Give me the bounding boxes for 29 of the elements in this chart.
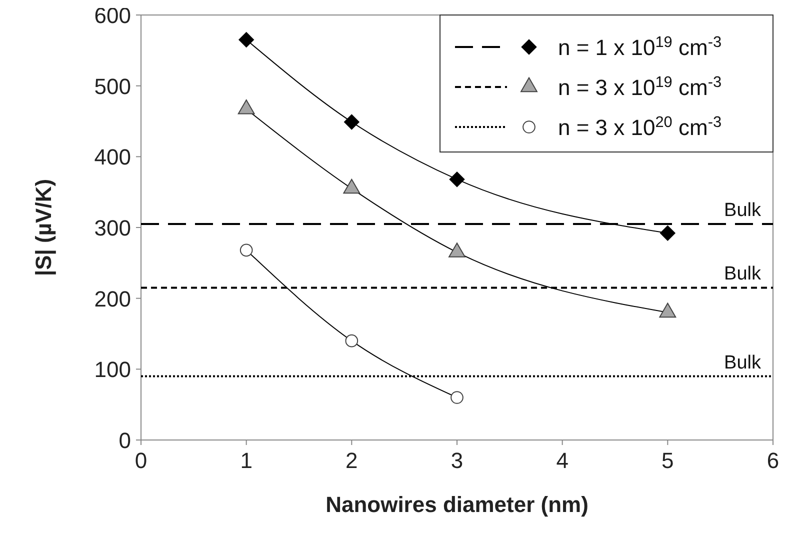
- y-tick-label: 0: [118, 428, 131, 453]
- y-tick-label: 100: [94, 357, 131, 382]
- x-tick-label: 4: [556, 448, 568, 473]
- ref-line-label: Bulk: [724, 200, 762, 221]
- x-tick-label: 5: [662, 448, 674, 473]
- y-tick-label: 400: [94, 144, 131, 170]
- x-tick-label: 0: [134, 448, 148, 473]
- point: [240, 244, 253, 257]
- y-tick-label: 500: [94, 74, 131, 99]
- point: [344, 114, 360, 130]
- legend-label: n = 3 x 10$^{19}$ cm$^{-3}$: [558, 74, 722, 100]
- x-tick-label: 1: [240, 448, 252, 473]
- point: [345, 334, 358, 348]
- y-axis-title: |S| (µV/K): [31, 178, 56, 276]
- legend-label: n = 1 x 10$^{19}$ cm$^{-3}$: [558, 34, 722, 60]
- ref-line-label: Bulk: [724, 352, 762, 374]
- x-tick-label: 2: [346, 448, 358, 473]
- legend-label: n = 3 x 10$^{20}$ cm$^{-3}$: [558, 114, 722, 140]
- point: [449, 171, 465, 188]
- x-axis-title: Nanowires diameter (nm): [326, 492, 588, 517]
- y-tick-label: 200: [94, 286, 131, 312]
- point: [450, 391, 464, 404]
- x-tick-label: 6: [766, 448, 780, 473]
- x-tick-label: 3: [450, 448, 464, 473]
- point: [238, 32, 254, 48]
- point: [660, 225, 676, 242]
- ref-line-label: Bulk: [724, 264, 762, 285]
- y-tick-label: 600: [94, 3, 131, 28]
- y-tick-label: 300: [94, 216, 131, 240]
